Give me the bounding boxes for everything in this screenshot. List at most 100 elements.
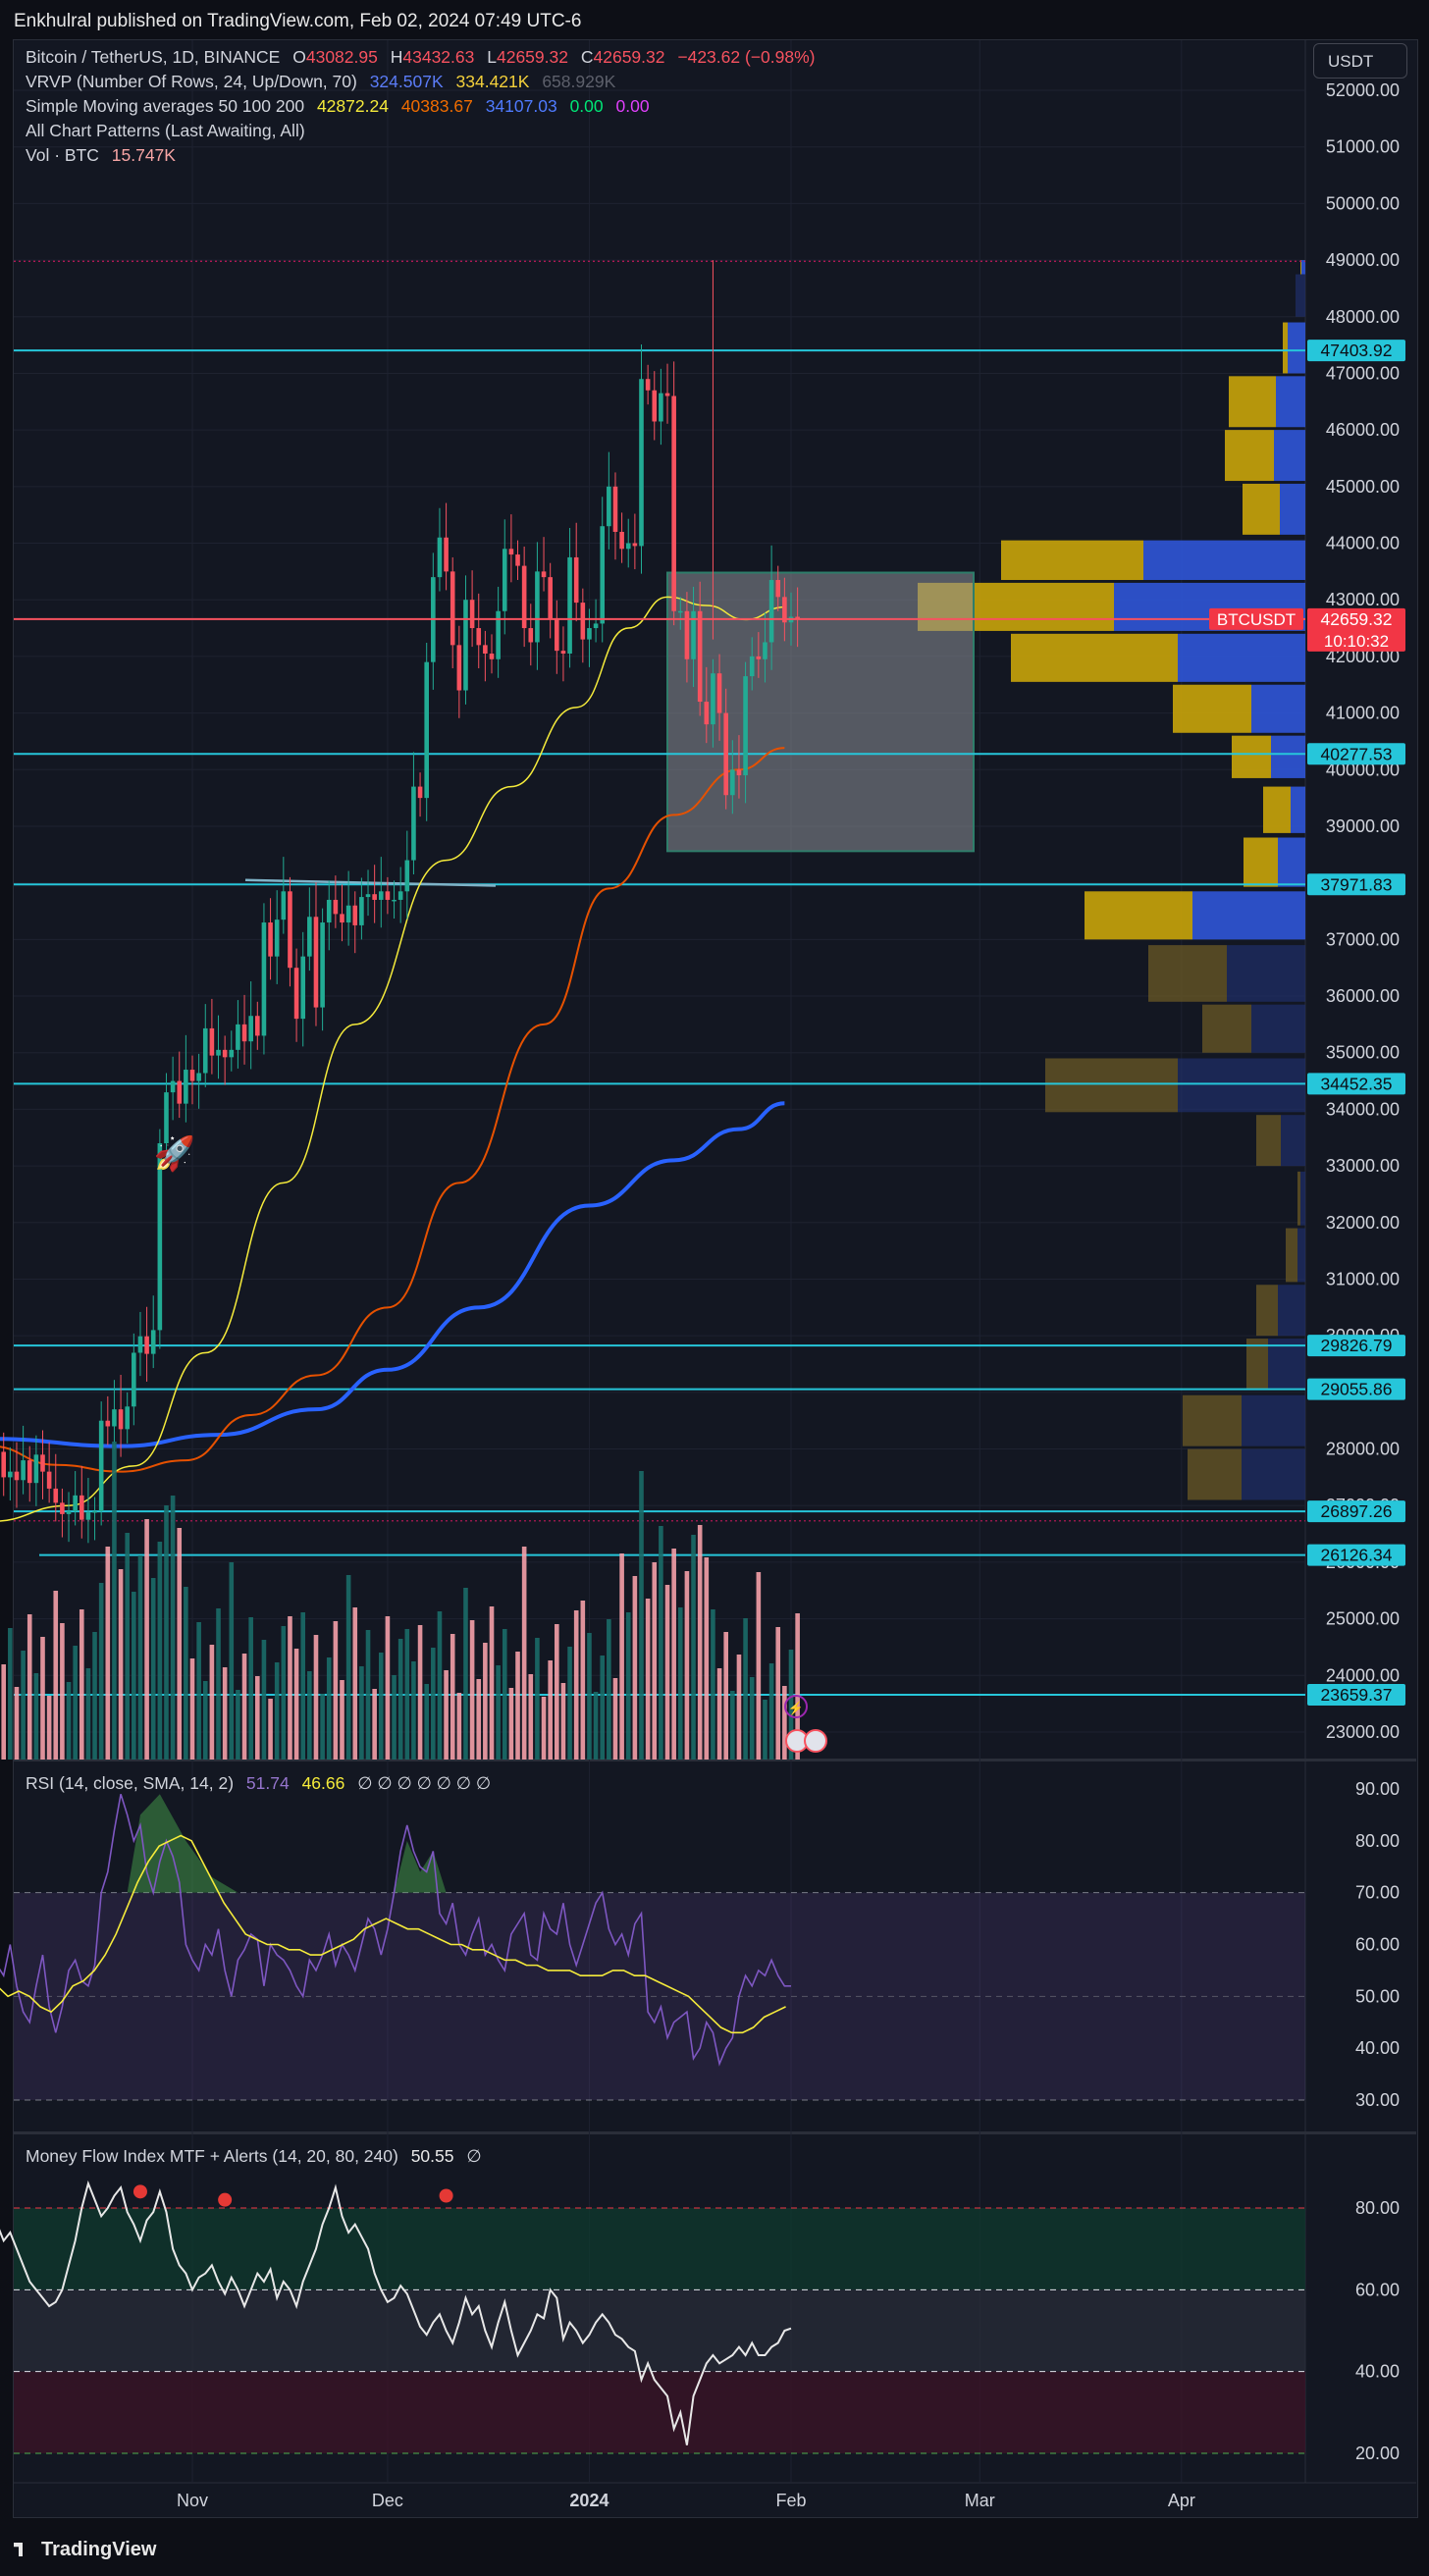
vrvp-legend[interactable]: VRVP (Number Of Rows, 24, Up/Down, 70) 3… <box>26 70 615 93</box>
volume-bar <box>476 1679 482 1760</box>
candle-body-down <box>775 580 781 598</box>
mfi-legend[interactable]: Money Flow Index MTF + Alerts (14, 20, 8… <box>26 2144 482 2168</box>
sma100-value: 40383.67 <box>400 96 473 116</box>
volume-profile-up-bar <box>1251 684 1305 733</box>
candle-body-down <box>580 603 586 640</box>
volume-bar <box>716 1668 722 1760</box>
candle-body-up <box>424 661 429 799</box>
volume-bar <box>587 1633 592 1760</box>
volume-bar <box>236 1690 240 1760</box>
vol-legend[interactable]: Vol · BTC 15.747K <box>26 143 176 167</box>
candle-body-up <box>677 610 683 613</box>
volume-bar <box>645 1599 651 1760</box>
rsi-ma-line <box>0 1834 786 2034</box>
rsi-legend[interactable]: RSI (14, close, SMA, 14, 2) 51.74 46.66 … <box>26 1771 491 1795</box>
candle-body-down <box>417 786 423 799</box>
volume-bar <box>450 1634 455 1760</box>
change-value: −423.62 (−0.98%) <box>677 47 816 67</box>
rsi-title: RSI (14, close, SMA, 14, 2) <box>26 1773 235 1793</box>
price-tick-label: 24000.00 <box>1326 1665 1400 1685</box>
price-tick-label: 49000.00 <box>1326 250 1400 270</box>
volume-profile-up-bar <box>1296 274 1305 317</box>
candle-body-down <box>144 1336 149 1354</box>
volume-profile-down-bar <box>1286 1228 1297 1283</box>
horizontal-line-price-badge <box>1307 1378 1405 1400</box>
volume-bar <box>496 1665 501 1760</box>
volume-bar <box>431 1648 436 1760</box>
volume-bar <box>1 1664 7 1760</box>
volume-profile-up-bar <box>1276 376 1305 428</box>
currency-button[interactable]: USDT <box>1313 43 1407 79</box>
price-tick-label: 39000.00 <box>1326 816 1400 836</box>
time-tick-label: Apr <box>1168 2491 1195 2510</box>
volume-profile-up-bar <box>1300 1171 1305 1226</box>
vol-value: 15.747K <box>111 145 176 165</box>
volume-profile-up-bar <box>1281 1115 1305 1167</box>
high-value: 43432.63 <box>402 47 475 67</box>
volume-bar <box>463 1588 468 1760</box>
mfi-tick-label: 20.00 <box>1355 2444 1400 2463</box>
candle-body-down <box>241 1024 247 1042</box>
volume-bar <box>365 1630 371 1760</box>
mfi-tick-label: 60.00 <box>1355 2280 1400 2299</box>
candle-body-down <box>795 616 800 619</box>
horizontal-line-price-label: 26126.34 <box>1321 1546 1393 1565</box>
candle-body-down <box>209 1027 215 1056</box>
volume-bar <box>768 1663 774 1760</box>
candle-body-up <box>98 1420 104 1512</box>
rsi-value: 51.74 <box>245 1773 290 1793</box>
candle-body-down <box>652 390 658 422</box>
publish-bar: Enkhulral published on TradingView.com, … <box>0 0 1429 41</box>
tv-logo-icon <box>14 2543 23 2556</box>
price-tick-label: 41000.00 <box>1326 704 1400 723</box>
volume-bar <box>144 1519 149 1760</box>
volume-bar <box>619 1553 624 1760</box>
candle-body-down <box>60 1502 65 1514</box>
vrvp-down: 334.421K <box>455 72 530 91</box>
price-tick-label: 51000.00 <box>1326 137 1400 157</box>
candle-body-up <box>392 899 397 902</box>
volume-bar <box>763 1700 767 1760</box>
volume-profile-down-bar <box>1188 1448 1242 1500</box>
volume-bar <box>444 1670 449 1760</box>
candle-body-down <box>619 531 624 550</box>
volume-bar <box>105 1547 111 1760</box>
sma-legend[interactable]: Simple Moving averages 50 100 200 42872.… <box>26 94 650 118</box>
volume-bar <box>85 1668 91 1760</box>
rsi-band-background <box>14 1892 1305 2100</box>
volume-bar <box>593 1692 599 1760</box>
tradingview-logo[interactable]: TradingView <box>14 2539 156 2561</box>
volume-bar <box>26 1614 32 1760</box>
volume-bar <box>456 1693 462 1760</box>
time-tick-label: Dec <box>372 2491 403 2510</box>
candle-body-up <box>150 1330 156 1354</box>
candle-body-down <box>340 914 344 923</box>
volume-profile-down-bar <box>1229 376 1276 428</box>
candle-body-up <box>307 917 312 957</box>
candle-body-down <box>515 554 520 566</box>
candle-body-up <box>281 891 287 920</box>
volume-bar <box>21 1651 26 1760</box>
mfi-lower-zone <box>14 2371 1305 2453</box>
volume-profile-down-bar <box>1183 1394 1242 1446</box>
volume-bar <box>157 1542 163 1760</box>
candle-body-down <box>372 894 377 900</box>
candle-body-up <box>535 571 540 643</box>
candle-body-up <box>749 656 755 677</box>
time-tick-label: Mar <box>965 2491 995 2510</box>
candle-body-up <box>502 549 507 611</box>
candle-body-down <box>1 1451 7 1478</box>
horizontal-line-price-badge <box>1307 1500 1405 1523</box>
candle-body-up <box>768 580 774 643</box>
volume-bar <box>241 1654 247 1760</box>
volume-bar <box>288 1616 292 1760</box>
patterns-legend[interactable]: All Chart Patterns (Last Awaiting, All) <box>26 119 305 142</box>
volume-profile-up-bar <box>1291 786 1305 833</box>
sma50-line <box>0 596 785 1522</box>
volume-bar <box>261 1640 267 1760</box>
vrvp-title: VRVP (Number Of Rows, 24, Up/Down, 70) <box>26 72 357 91</box>
volume-bar <box>313 1635 319 1760</box>
volume-bar <box>743 1618 748 1760</box>
horizontal-line-price-label: 37971.83 <box>1321 874 1393 894</box>
